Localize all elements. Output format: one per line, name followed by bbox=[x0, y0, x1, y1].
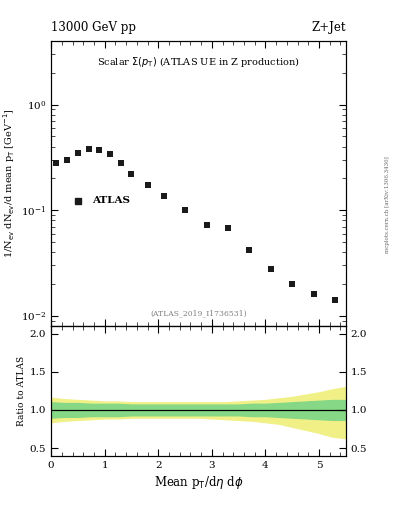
Text: 13000 GeV pp: 13000 GeV pp bbox=[51, 21, 136, 34]
Text: (ATLAS_2019_I1736531): (ATLAS_2019_I1736531) bbox=[150, 310, 247, 317]
Text: Scalar $\Sigma(p_\mathrm{T})$ (ATLAS UE in Z production): Scalar $\Sigma(p_\mathrm{T})$ (ATLAS UE … bbox=[97, 55, 300, 69]
Text: ATLAS: ATLAS bbox=[92, 196, 130, 205]
Text: mcplots.cern.ch [arXiv:1306.3436]: mcplots.cern.ch [arXiv:1306.3436] bbox=[385, 157, 390, 253]
Y-axis label: Ratio to ATLAS: Ratio to ATLAS bbox=[17, 356, 26, 426]
Text: Z+Jet: Z+Jet bbox=[311, 21, 346, 34]
Y-axis label: 1/N$_\mathsf{ev}$ dN$_\mathsf{ev}$/d mean p$_\mathsf{T}$ [GeV$^{-1}$]: 1/N$_\mathsf{ev}$ dN$_\mathsf{ev}$/d mea… bbox=[1, 109, 17, 259]
X-axis label: Mean p$_\mathrm{T}$/d$\eta$ d$\phi$: Mean p$_\mathrm{T}$/d$\eta$ d$\phi$ bbox=[154, 474, 243, 490]
